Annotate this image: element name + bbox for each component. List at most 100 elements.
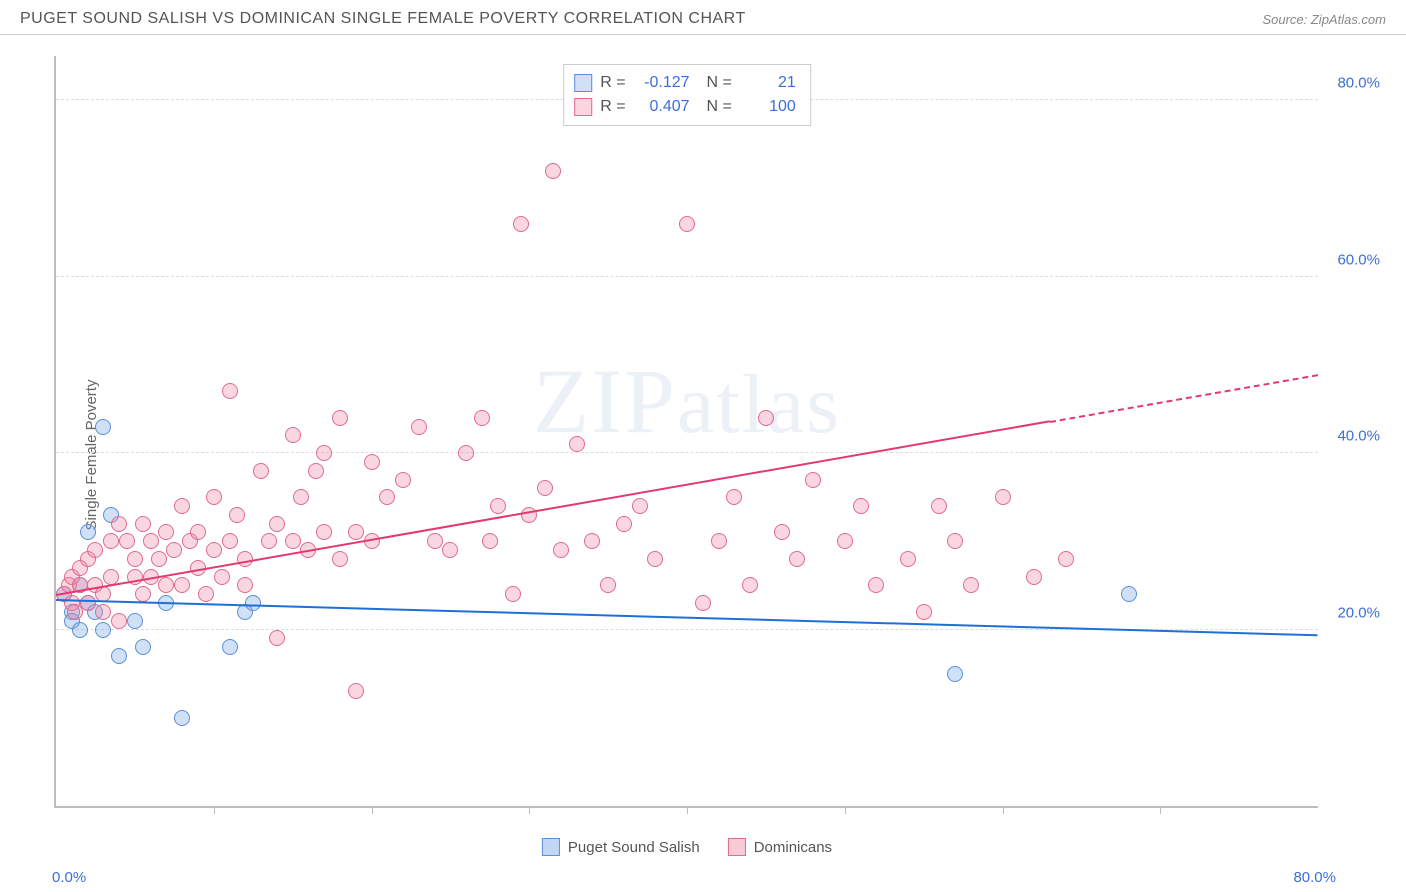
data-point [632, 498, 648, 514]
data-point [364, 454, 380, 470]
data-point [695, 595, 711, 611]
r-value: 0.407 [634, 95, 690, 119]
legend-label: Dominicans [754, 839, 832, 856]
data-point [545, 163, 561, 179]
data-point [214, 569, 230, 585]
data-point [158, 524, 174, 540]
data-point [505, 586, 521, 602]
x-axis-tick [214, 806, 215, 814]
data-point [103, 533, 119, 549]
data-point [474, 410, 490, 426]
data-point [742, 577, 758, 593]
gridline [56, 452, 1318, 453]
data-point [395, 472, 411, 488]
data-point [600, 577, 616, 593]
data-point [151, 551, 167, 567]
x-axis-tick-label: 0.0% [52, 869, 86, 886]
data-point [95, 622, 111, 638]
data-point [837, 533, 853, 549]
data-point [206, 489, 222, 505]
data-point [166, 542, 182, 558]
x-axis-tick [1160, 806, 1161, 814]
legend-row: R =-0.127 N =21 [574, 71, 796, 95]
y-axis-tick-label: 40.0% [1337, 428, 1380, 445]
x-axis-tick [687, 806, 688, 814]
data-point [95, 604, 111, 620]
n-value: 21 [740, 71, 796, 95]
trend-line [1050, 374, 1319, 423]
trend-line [56, 421, 1050, 597]
data-point [261, 533, 277, 549]
data-point [553, 542, 569, 558]
data-point [853, 498, 869, 514]
data-point [143, 533, 159, 549]
data-point [411, 419, 427, 435]
data-point [726, 489, 742, 505]
y-axis-tick-label: 80.0% [1337, 75, 1380, 92]
data-point [135, 516, 151, 532]
n-value: 100 [740, 95, 796, 119]
gridline [56, 276, 1318, 277]
header-bar: PUGET SOUND SALISH VS DOMINICAN SINGLE F… [0, 0, 1406, 35]
data-point [229, 507, 245, 523]
data-point [616, 516, 632, 532]
legend-swatch [728, 838, 746, 856]
data-point [119, 533, 135, 549]
x-axis-tick [529, 806, 530, 814]
source-label: Source: ZipAtlas.com [1262, 12, 1386, 27]
data-point [916, 604, 932, 620]
data-point [222, 639, 238, 655]
data-point [427, 533, 443, 549]
data-point [758, 410, 774, 426]
data-point [174, 498, 190, 514]
data-point [135, 639, 151, 655]
data-point [513, 216, 529, 232]
legend-item: Puget Sound Salish [542, 838, 700, 856]
data-point [316, 445, 332, 461]
data-point [95, 419, 111, 435]
data-point [87, 542, 103, 558]
data-point [174, 710, 190, 726]
data-point [237, 577, 253, 593]
data-point [332, 551, 348, 567]
n-label: N = [698, 71, 732, 95]
data-point [308, 463, 324, 479]
data-point [80, 595, 96, 611]
chart-container: Single Female Poverty ZIPatlas R =-0.127… [22, 46, 1388, 864]
data-point [900, 551, 916, 567]
data-point [348, 683, 364, 699]
data-point [569, 436, 585, 452]
data-point [332, 410, 348, 426]
x-axis-tick [372, 806, 373, 814]
data-point [774, 524, 790, 540]
legend-swatch [574, 98, 592, 116]
y-axis-tick-label: 60.0% [1337, 251, 1380, 268]
data-point [1026, 569, 1042, 585]
data-point [127, 613, 143, 629]
correlation-legend: R =-0.127 N =21R =0.407 N =100 [563, 64, 811, 126]
data-point [158, 577, 174, 593]
data-point [222, 533, 238, 549]
data-point [868, 577, 884, 593]
data-point [111, 613, 127, 629]
data-point [285, 427, 301, 443]
data-point [1058, 551, 1074, 567]
data-point [245, 595, 261, 611]
chart-title: PUGET SOUND SALISH VS DOMINICAN SINGLE F… [20, 10, 746, 28]
data-point [490, 498, 506, 514]
data-point [316, 524, 332, 540]
data-point [80, 524, 96, 540]
data-point [174, 577, 190, 593]
data-point [135, 586, 151, 602]
legend-swatch [574, 74, 592, 92]
data-point [222, 383, 238, 399]
data-point [995, 489, 1011, 505]
legend-swatch [542, 838, 560, 856]
data-point [253, 463, 269, 479]
r-label: R = [600, 95, 625, 119]
x-axis-tick [845, 806, 846, 814]
data-point [963, 577, 979, 593]
data-point [111, 516, 127, 532]
data-point [72, 622, 88, 638]
data-point [269, 516, 285, 532]
